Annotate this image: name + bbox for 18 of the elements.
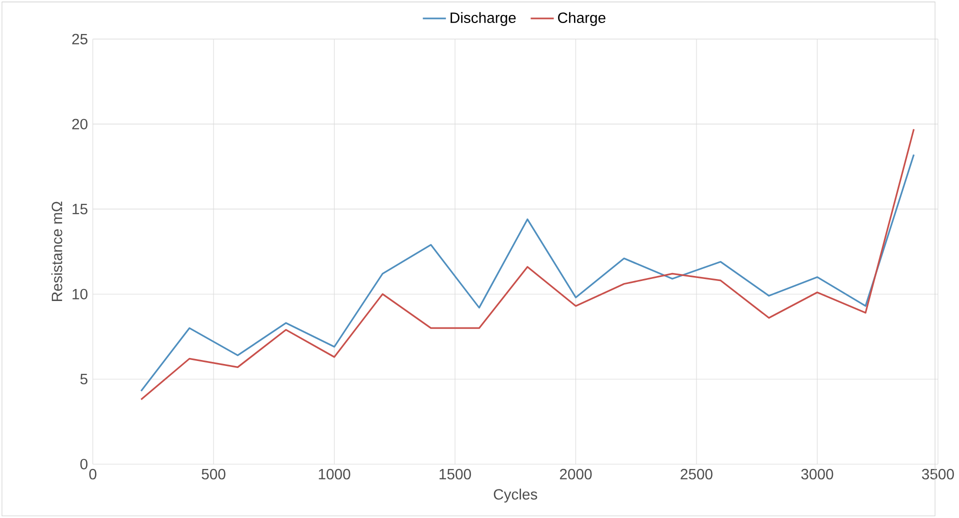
x-tick-label: 3500 bbox=[922, 468, 954, 480]
x-axis-title: Cycles bbox=[494, 488, 538, 503]
x-tick-label: 1500 bbox=[440, 468, 471, 480]
legend-label: Charge bbox=[558, 12, 606, 26]
y-tick-label: 10 bbox=[72, 288, 88, 300]
y-tick-label: 15 bbox=[72, 204, 88, 214]
y-axis-title: Resistance mΩ bbox=[51, 202, 62, 302]
x-tick-label: 0 bbox=[89, 468, 96, 480]
y-tick-label: 25 bbox=[72, 34, 88, 44]
x-tick-label: 1000 bbox=[318, 468, 350, 480]
y-tick-label: 5 bbox=[80, 374, 88, 384]
y-tick-label: 0 bbox=[80, 458, 88, 470]
x-tick-label: 3000 bbox=[801, 468, 834, 480]
legend-label: Discharge bbox=[450, 12, 516, 26]
x-tick-label: 2500 bbox=[680, 468, 712, 480]
x-tick-label: 2000 bbox=[560, 468, 592, 480]
y-tick-label: 20 bbox=[72, 118, 88, 130]
x-tick-label: 500 bbox=[202, 468, 226, 480]
